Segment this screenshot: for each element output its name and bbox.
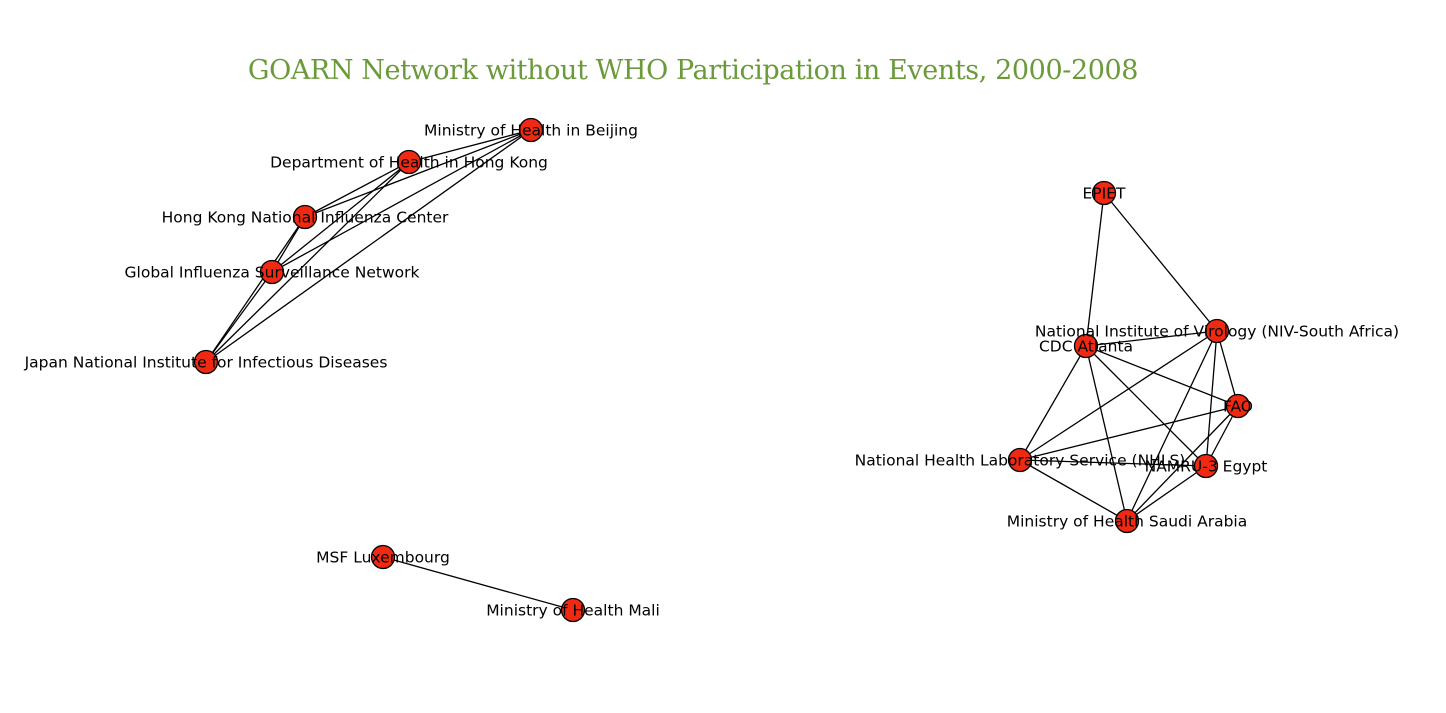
edge-niv_sa-nhls: [1019, 330, 1218, 461]
node-label-msf_lux: MSF Luxembourg: [316, 549, 450, 567]
edge-namru3-moh_saudi: [1126, 465, 1207, 522]
node-japan_niid: [193, 349, 219, 375]
edge-cdc-namru3: [1085, 345, 1207, 467]
node-cdc: [1073, 333, 1099, 359]
node-nhls: [1007, 447, 1033, 473]
edge-niv_sa-moh_saudi: [1126, 330, 1218, 522]
edge-niv_sa-fao: [1216, 330, 1239, 407]
node-niv_sa: [1204, 318, 1230, 344]
node-moh_saudi: [1114, 508, 1140, 534]
node-label-hk_nic: Hong Kong National Influenza Center: [162, 209, 449, 227]
node-label-fao: FAO: [1223, 398, 1253, 416]
node-label-moh_saudi: Ministry of Health Saudi Arabia: [1007, 513, 1247, 531]
edge-hk_doh-gisn: [271, 161, 410, 273]
edge-niv_sa-namru3: [1205, 330, 1218, 467]
node-epiet: [1091, 180, 1117, 206]
edge-msf_lux-moh_mali: [382, 556, 574, 611]
node-label-japan_niid: Japan National Institute for Infectious …: [24, 354, 388, 372]
chart-title: GOARN Network without WHO Participation …: [248, 55, 1138, 86]
node-label-cdc: CDC Atlanta: [1039, 338, 1133, 356]
node-label-beijing: Ministry of Health in Beijing: [424, 122, 638, 140]
edge-hk_nic-japan_niid: [205, 216, 306, 363]
edge-beijing-hk_nic: [304, 129, 532, 218]
node-label-hk_doh: Department of Health in Hong Kong: [270, 154, 548, 172]
edge-cdc-moh_saudi: [1085, 345, 1128, 522]
node-label-moh_mali: Ministry of Health Mali: [486, 602, 660, 620]
node-label-gisn: Global Influenza Surveillance Network: [125, 264, 420, 282]
edges-layer: [205, 129, 1239, 611]
edge-epiet-cdc: [1085, 192, 1105, 347]
edge-nhls-namru3: [1019, 459, 1207, 467]
edge-beijing-japan_niid: [205, 129, 532, 363]
edge-cdc-nhls: [1019, 345, 1087, 461]
node-beijing: [518, 117, 544, 143]
edge-gisn-japan_niid: [205, 271, 273, 363]
node-label-epiet: EPIET: [1083, 185, 1127, 203]
nodes-layer: [193, 117, 1251, 623]
edge-cdc-fao: [1085, 345, 1239, 407]
node-label-namru3: NAMRU-3 Egypt: [1145, 458, 1268, 476]
labels-layer: Ministry of Health in Beijing Department …: [24, 122, 1400, 620]
edge-nhls-moh_saudi: [1019, 459, 1128, 522]
edge-epiet-niv_sa: [1103, 192, 1218, 332]
edge-beijing-hk_doh: [408, 129, 532, 163]
edge-cdc-niv_sa: [1085, 330, 1218, 347]
node-label-niv_sa: National Institute of Virology (NIV-Sout…: [1035, 323, 1399, 341]
edge-hk_doh-japan_niid: [205, 161, 410, 363]
edge-fao-nhls: [1019, 405, 1239, 461]
node-hk_nic: [292, 204, 318, 230]
node-fao: [1225, 393, 1251, 419]
node-namru3: [1193, 453, 1219, 479]
node-gisn: [259, 259, 285, 285]
node-hk_doh: [396, 149, 422, 175]
edge-beijing-gisn: [271, 129, 532, 273]
node-moh_mali: [560, 597, 586, 623]
edge-hk_doh-hk_nic: [304, 161, 410, 218]
node-label-nhls: National Health Laboratory Service (NHLS…: [855, 452, 1186, 470]
edge-fao-moh_saudi: [1126, 405, 1239, 522]
node-msf_lux: [370, 544, 396, 570]
